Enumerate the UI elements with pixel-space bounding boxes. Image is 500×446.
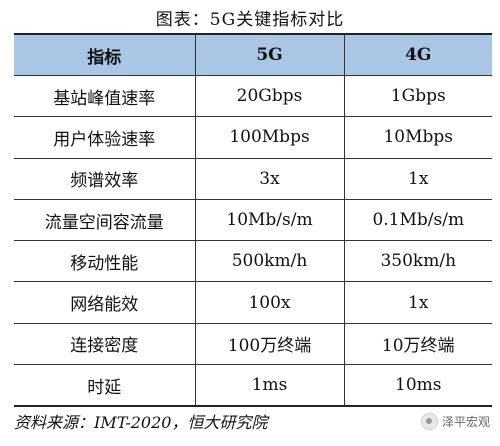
source-note: 资料来源：IMT-2020，恒大研究院 <box>14 413 268 432</box>
row-label: 时延 <box>14 364 195 407</box>
table-row: 时延 1ms 10ms <box>14 364 492 407</box>
wechat-avatar-icon <box>420 413 438 430</box>
chart-title: 图表：5G关键指标对比 <box>155 10 345 30</box>
table-row: 网络能效 100x 1x <box>14 281 492 324</box>
watermark-text: 泽平宏观 <box>441 415 490 429</box>
table-row: 连接密度 100万终端 10万终端 <box>14 322 492 365</box>
row-label: 连接密度 <box>14 322 195 365</box>
cell-5g: 100万终端 <box>194 322 344 365</box>
table-row: 频谱效率 3x 1x <box>14 157 492 200</box>
row-label: 频谱效率 <box>14 157 195 200</box>
table-row: 基站峰值速率 20Gbps 1Gbps <box>14 74 492 117</box>
cell-4g: 10ms <box>343 364 492 407</box>
cell-5g: 3x <box>194 157 344 200</box>
watermark: 泽平宏观 <box>420 413 490 430</box>
row-label: 流量空间容流量 <box>14 198 195 241</box>
cell-4g: 10Mbps <box>343 116 492 159</box>
row-label: 移动性能 <box>14 240 195 282</box>
header-5g: 5G <box>194 34 344 76</box>
cell-4g: 1x <box>343 157 492 200</box>
cell-5g: 10Mb/s/m <box>194 198 344 241</box>
row-label: 用户体验速率 <box>14 116 195 159</box>
cell-4g: 0.1Mb/s/m <box>343 198 492 241</box>
cell-4g: 1x <box>343 281 492 324</box>
cell-4g: 1Gbps <box>343 74 492 117</box>
cell-4g: 350km/h <box>343 240 492 282</box>
table-row: 流量空间容流量 10Mb/s/m 0.1Mb/s/m <box>14 198 492 241</box>
cell-5g: 500km/h <box>194 240 344 282</box>
header-4g: 4G <box>343 34 492 76</box>
comparison-table: 指标 5G 4G 基站峰值速率 20Gbps 1Gbps 用户体验速率 100M… <box>14 33 492 408</box>
cell-5g: 20Gbps <box>194 74 344 117</box>
table-row: 移动性能 500km/h 350km/h <box>14 240 492 282</box>
cell-4g: 10万终端 <box>343 322 492 365</box>
table-row: 用户体验速率 100Mbps 10Mbps <box>14 116 492 159</box>
table-header-row: 指标 5G 4G <box>14 34 492 76</box>
cell-5g: 100x <box>194 281 344 324</box>
cell-5g: 1ms <box>194 364 344 407</box>
cell-5g: 100Mbps <box>194 116 344 159</box>
header-indicator: 指标 <box>14 34 195 76</box>
row-label: 网络能效 <box>14 281 195 324</box>
row-label: 基站峰值速率 <box>14 74 195 117</box>
